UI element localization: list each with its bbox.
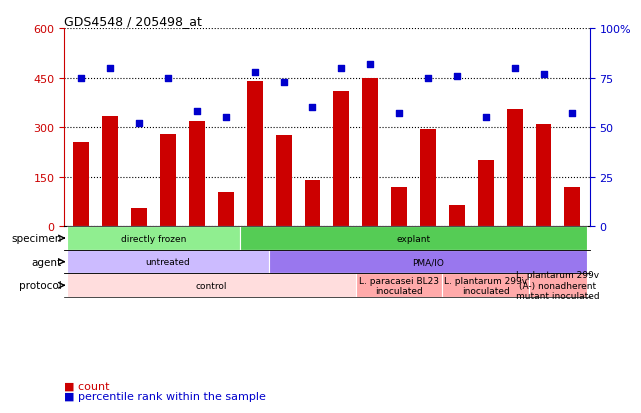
Bar (449, 205, 465, 227)
Bar (276, 136, 292, 227)
Text: GDS4548 / 205498_at: GDS4548 / 205498_at (64, 15, 202, 28)
Text: PMA/IO: PMA/IO (412, 258, 444, 266)
Bar (442, 274, 529, 297)
Bar (536, 124, 551, 227)
Point (105, 65, 115, 72)
Point (452, 73, 462, 80)
Bar (240, 227, 587, 250)
Point (163, 75, 173, 82)
Bar (131, 209, 147, 227)
Point (134, 121, 144, 127)
Bar (67, 274, 356, 297)
Bar (269, 250, 587, 274)
Bar (356, 274, 442, 297)
Text: L. plantarum 299v
inoculated: L. plantarum 299v inoculated (444, 276, 528, 295)
Bar (420, 129, 436, 227)
Text: L. paracasei BL23
inoculated: L. paracasei BL23 inoculated (359, 276, 439, 295)
Bar (333, 92, 349, 227)
Point (394, 111, 404, 117)
Bar (506, 110, 522, 227)
Bar (67, 227, 240, 250)
Bar (67, 250, 269, 274)
Point (221, 115, 231, 121)
Bar (218, 192, 234, 227)
Bar (391, 187, 407, 227)
Text: untreated: untreated (146, 258, 190, 266)
Bar (478, 161, 494, 227)
Bar (565, 187, 580, 227)
Text: ■ percentile rank within the sample: ■ percentile rank within the sample (64, 392, 266, 401)
Text: control: control (196, 281, 227, 290)
Point (423, 75, 433, 82)
Point (249, 69, 260, 76)
Point (307, 105, 317, 112)
Point (538, 71, 549, 78)
Bar (189, 121, 205, 227)
Bar (362, 78, 378, 227)
Bar (247, 82, 263, 227)
Bar (529, 274, 587, 297)
Bar (304, 180, 320, 227)
Text: specimen: specimen (11, 233, 62, 244)
Point (337, 65, 347, 72)
Point (278, 79, 288, 85)
Point (567, 111, 578, 117)
Bar (74, 142, 89, 227)
Point (365, 61, 376, 68)
Text: agent: agent (31, 257, 62, 267)
Text: L. plantarum 299v
(A-) nonadherent
mutant inoculated: L. plantarum 299v (A-) nonadherent mutan… (516, 271, 600, 300)
Bar (103, 116, 118, 227)
Text: protocol: protocol (19, 280, 62, 291)
Point (192, 109, 202, 115)
Text: directly frozen: directly frozen (121, 234, 187, 243)
Point (76, 75, 87, 82)
Point (510, 65, 520, 72)
Text: explant: explant (397, 234, 431, 243)
Bar (160, 134, 176, 227)
Text: ■ count: ■ count (64, 380, 110, 390)
Point (481, 115, 491, 121)
